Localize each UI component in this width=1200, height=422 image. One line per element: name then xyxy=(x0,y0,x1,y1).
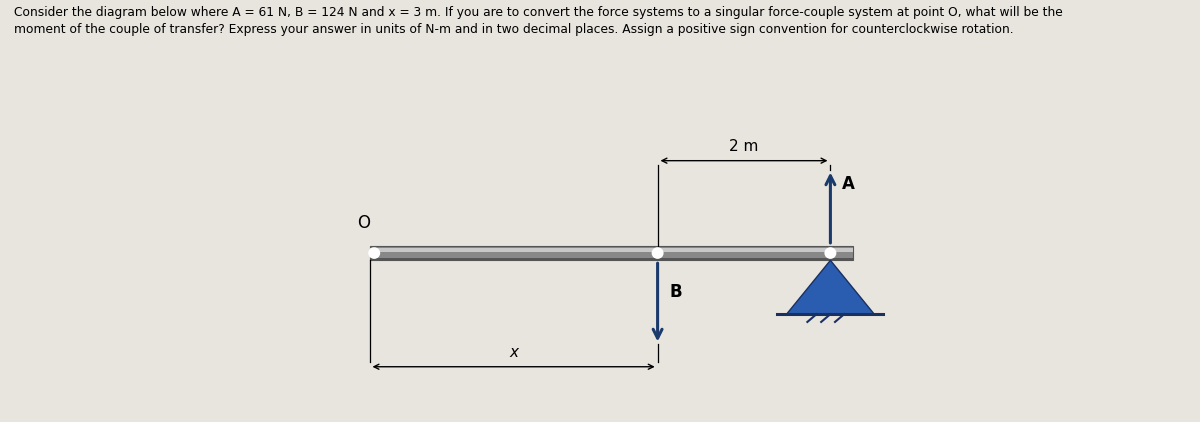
Circle shape xyxy=(368,247,380,259)
FancyBboxPatch shape xyxy=(370,246,853,260)
Text: 2 m: 2 m xyxy=(730,139,758,154)
FancyBboxPatch shape xyxy=(370,258,853,260)
Text: B: B xyxy=(670,283,682,301)
Text: x: x xyxy=(509,345,518,360)
Text: O: O xyxy=(358,214,371,233)
Text: A: A xyxy=(842,175,854,193)
Circle shape xyxy=(652,247,664,259)
Text: Consider the diagram below where A = 61 N, B = 124 N and x = 3 m. If you are to : Consider the diagram below where A = 61 … xyxy=(14,6,1063,36)
FancyBboxPatch shape xyxy=(370,249,853,252)
Circle shape xyxy=(824,247,836,259)
Polygon shape xyxy=(787,260,874,314)
